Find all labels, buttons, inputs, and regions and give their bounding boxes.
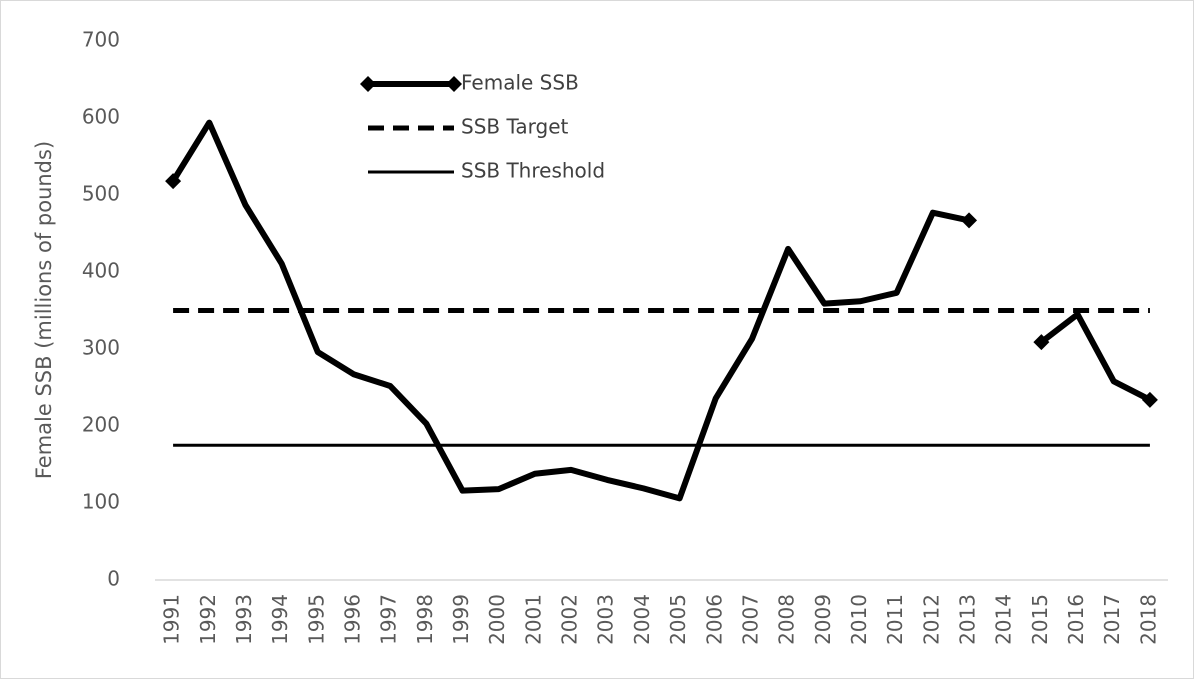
x-tick-label: 2006 bbox=[702, 594, 726, 645]
y-tick-label: 0 bbox=[107, 567, 120, 591]
x-tick-label: 2013 bbox=[956, 594, 980, 645]
y-tick-label: 500 bbox=[82, 182, 120, 206]
x-tick-label: 1992 bbox=[196, 594, 220, 645]
x-tick-label: 2000 bbox=[485, 594, 509, 645]
x-tick-label: 1994 bbox=[268, 594, 292, 645]
y-axis-label: Female SSB (millions of pounds) bbox=[32, 141, 56, 479]
x-tick-label: 2017 bbox=[1100, 594, 1124, 645]
y-tick-label: 600 bbox=[82, 105, 120, 129]
legend-label: SSB Target bbox=[461, 115, 569, 139]
x-tick-label: 1995 bbox=[304, 594, 328, 645]
x-tick-label: 1991 bbox=[160, 594, 184, 645]
legend-label: Female SSB bbox=[461, 71, 579, 95]
x-tick-label: 1998 bbox=[413, 594, 437, 645]
x-tick-label: 1999 bbox=[449, 594, 473, 645]
x-tick-label: 2001 bbox=[521, 594, 545, 645]
x-tick-label: 2007 bbox=[738, 594, 762, 645]
legend-marker bbox=[446, 76, 462, 92]
x-tick-label: 1997 bbox=[377, 594, 401, 645]
x-tick-label: 2009 bbox=[811, 594, 835, 645]
series-line bbox=[170, 119, 1152, 502]
x-tick-label: 1993 bbox=[232, 594, 256, 645]
y-tick-label: 700 bbox=[82, 28, 120, 52]
x-tick-label: 2015 bbox=[1028, 594, 1052, 645]
x-tick-label: 2012 bbox=[919, 594, 943, 645]
x-tick-label: 2008 bbox=[775, 594, 799, 645]
legend-label: SSB Threshold bbox=[461, 159, 605, 183]
y-tick-label: 300 bbox=[82, 336, 120, 360]
point-marker bbox=[165, 173, 182, 190]
point-marker bbox=[1141, 391, 1158, 408]
point-marker bbox=[961, 212, 978, 229]
x-tick-label: 1996 bbox=[340, 594, 364, 645]
legend-marker bbox=[360, 76, 376, 92]
y-tick-label: 100 bbox=[82, 490, 120, 514]
x-tick-label: 2002 bbox=[558, 594, 582, 645]
legend: Female SSB SSB Target SSB Threshold bbox=[360, 71, 605, 183]
x-tick-label: 2003 bbox=[594, 594, 618, 645]
x-tick-label: 2014 bbox=[992, 594, 1016, 645]
x-tick-label: 2005 bbox=[666, 594, 690, 645]
x-tick-label: 2010 bbox=[847, 594, 871, 645]
y-tick-label: 200 bbox=[82, 413, 120, 437]
x-tick-label: 2011 bbox=[883, 594, 907, 645]
x-tick-label: 2016 bbox=[1064, 594, 1088, 645]
x-tick-label: 2004 bbox=[630, 594, 654, 645]
x-tick-label: 2018 bbox=[1136, 594, 1160, 645]
point-marker bbox=[1033, 334, 1050, 351]
y-tick-label: 400 bbox=[82, 259, 120, 283]
